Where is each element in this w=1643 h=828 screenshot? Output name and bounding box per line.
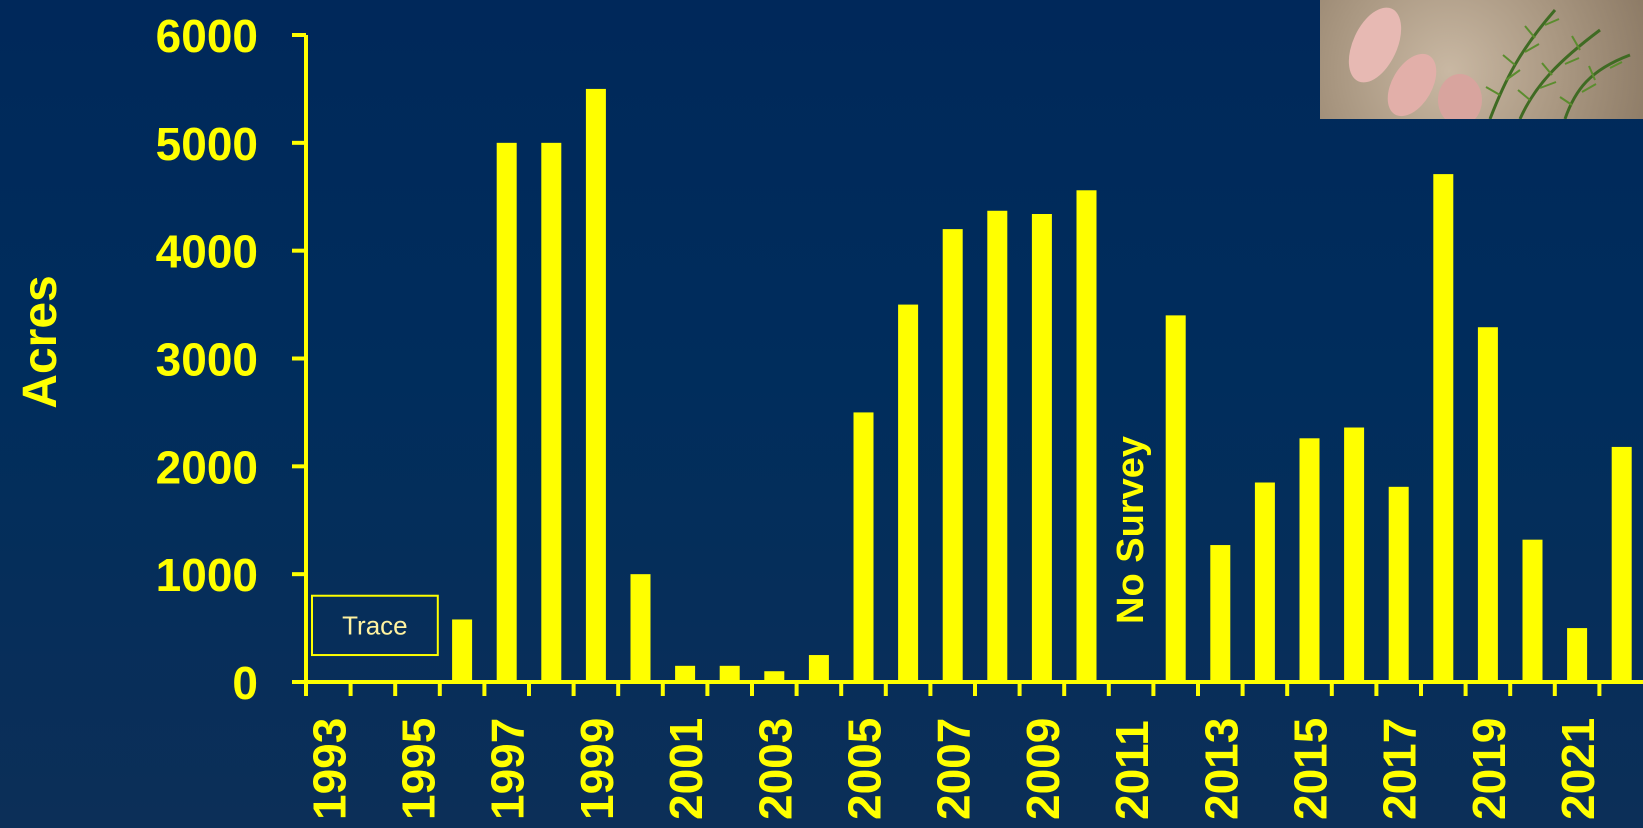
trace-annotation-box	[311, 594, 439, 657]
x-tick-label: 2005	[839, 718, 891, 820]
bar-2004	[808, 655, 829, 682]
x-tick-label: 2009	[1017, 718, 1069, 820]
bar-2010	[1076, 190, 1097, 682]
y-tick-label: 3000	[156, 334, 258, 386]
bar-2001	[675, 665, 696, 682]
bar-1998	[541, 142, 562, 683]
bar-2007	[942, 229, 963, 682]
bar-2019	[1477, 327, 1498, 682]
bar-2013	[1210, 545, 1231, 682]
bar-1997	[496, 142, 517, 683]
bar-2002	[719, 665, 740, 682]
y-tick-label: 0	[232, 657, 258, 709]
bar-2016	[1344, 427, 1365, 682]
x-tick-label: 2007	[928, 718, 980, 820]
bar-2012	[1165, 315, 1186, 682]
bar-2021	[1567, 628, 1588, 682]
bar-2009	[1031, 214, 1052, 682]
y-tick-label: 6000	[156, 10, 258, 62]
y-tick-label: 5000	[156, 118, 258, 170]
y-tick-label: 4000	[156, 226, 258, 278]
bar-2014	[1254, 482, 1275, 682]
x-tick-label: 2021	[1552, 718, 1604, 820]
axes	[292, 33, 1643, 696]
bar-1996	[452, 619, 473, 682]
plant-photo	[1320, 0, 1643, 119]
bar-2017	[1388, 486, 1409, 682]
trace-annotation-label: Trace	[342, 610, 408, 640]
no-survey-annotation: No Survey	[1110, 436, 1152, 624]
x-tick-label: 2017	[1374, 718, 1426, 820]
bar-1999	[585, 88, 606, 682]
x-tick-label: 2011	[1106, 720, 1158, 820]
y-tick-label: 2000	[156, 441, 258, 493]
bar-2000	[630, 574, 651, 682]
bar-2018	[1433, 174, 1454, 683]
x-tick-label: 2019	[1463, 718, 1515, 820]
aquatic-plant-in-hand-photo	[1348, 7, 1631, 119]
x-tick-label: 1993	[303, 718, 355, 820]
y-axis-title: Acres	[14, 275, 67, 408]
bar-2008	[987, 210, 1008, 683]
bar-2020	[1522, 539, 1543, 682]
labels: 0 1000 2000 3000 4000 5000 6000 1993 1995 1997 199…	[14, 10, 1604, 820]
x-tick-label: 1997	[482, 718, 534, 820]
bars	[452, 88, 1632, 683]
bar-2003	[764, 671, 785, 682]
x-tick-label: 2015	[1285, 718, 1337, 820]
bar-2005	[853, 412, 874, 682]
x-tick-label: 1999	[571, 718, 623, 820]
x-tick-label: 2001	[660, 718, 712, 820]
x-tick-label: 2013	[1195, 718, 1247, 820]
y-tick-label: 1000	[156, 549, 258, 601]
x-tick-label: 2003	[749, 718, 801, 820]
bar-2006	[898, 304, 919, 682]
x-tick-label: 1995	[393, 718, 445, 820]
bar-2015	[1299, 438, 1320, 682]
bar-2022	[1611, 446, 1632, 682]
